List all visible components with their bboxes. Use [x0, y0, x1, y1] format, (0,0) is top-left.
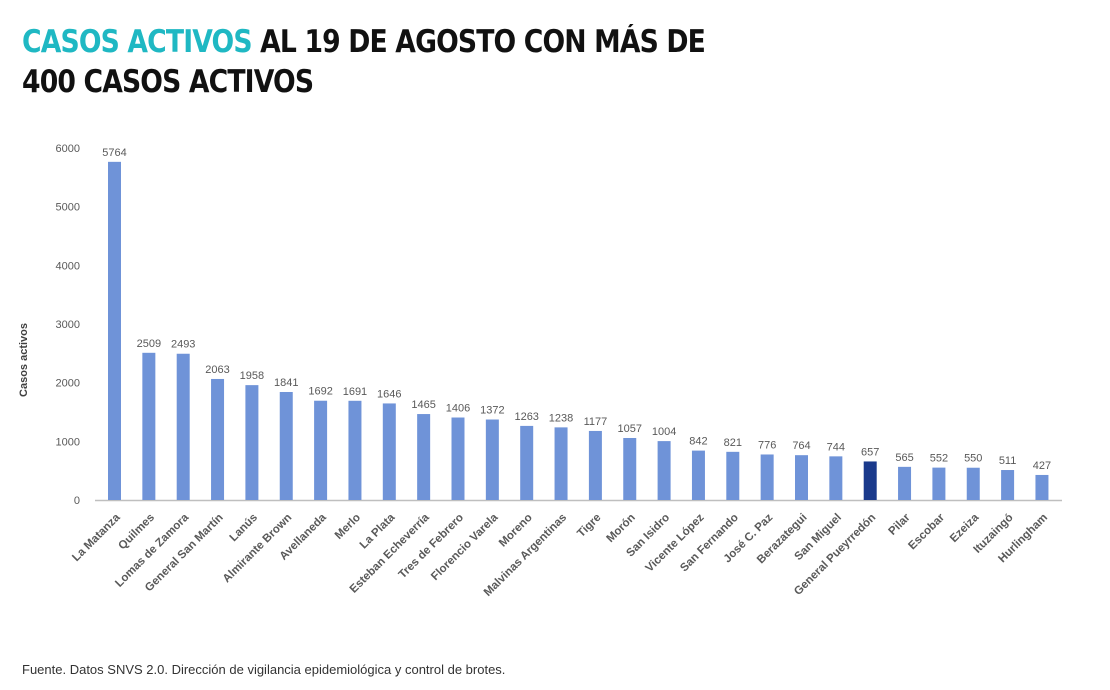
data-label: 1057 — [618, 423, 642, 435]
y-tick-label: 2000 — [56, 378, 80, 390]
data-label: 550 — [964, 453, 982, 465]
bar — [382, 403, 396, 500]
y-tick-label: 5000 — [56, 202, 80, 214]
value-labels: 5764 2509 2493 2063 1958 1841 1692 1691 1646 1465… — [102, 147, 1051, 472]
x-tick-label: Florencio Varela — [429, 511, 501, 583]
x-tick-label: Vicente López — [644, 511, 707, 574]
y-tick-label: 6000 — [56, 143, 80, 155]
x-tick-label: Tres de Febrero — [397, 512, 467, 582]
bar — [245, 385, 259, 500]
bar — [520, 425, 534, 500]
data-label: 2063 — [205, 364, 229, 376]
y-tick-label: 0 — [74, 495, 80, 507]
y-tick-label: 3000 — [56, 319, 80, 331]
bar — [211, 378, 225, 500]
bar — [657, 441, 671, 500]
data-label: 1372 — [480, 405, 504, 417]
data-label: 427 — [1033, 460, 1051, 472]
bar — [1001, 470, 1015, 500]
bar — [1035, 474, 1049, 500]
bar — [898, 466, 912, 500]
bar — [417, 414, 431, 500]
bar — [588, 430, 602, 500]
data-label: 1465 — [411, 399, 435, 411]
bar — [966, 467, 980, 500]
x-tick-label: Pilar — [887, 511, 913, 537]
x-tick-label: Lanús — [228, 512, 260, 544]
data-label: 5764 — [102, 147, 126, 159]
bar — [623, 437, 637, 500]
bar — [863, 461, 877, 500]
data-label: 1646 — [377, 388, 401, 400]
bar — [829, 456, 843, 500]
data-label: 1691 — [343, 386, 367, 398]
data-label: 821 — [724, 437, 742, 449]
data-label: 657 — [861, 446, 879, 458]
data-label: 776 — [758, 439, 776, 451]
bar — [932, 467, 946, 500]
bar — [691, 450, 705, 500]
bar — [485, 419, 499, 500]
page-title: CASOS ACTIVOS AL 19 DE AGOSTO CON MÁS DE… — [22, 22, 706, 102]
data-label: 1692 — [308, 386, 332, 398]
x-tick-label: Ezeiza — [948, 511, 982, 545]
title-rest: AL 19 DE AGOSTO CON MÁS DE — [260, 24, 706, 60]
data-label: 2493 — [171, 339, 195, 351]
x-tick-label: Merlo — [333, 512, 363, 542]
bar — [451, 417, 465, 500]
data-label: 2509 — [137, 338, 161, 350]
y-tick-label: 1000 — [56, 436, 80, 448]
bars — [108, 161, 1049, 500]
bar — [176, 353, 190, 500]
bar — [314, 400, 328, 500]
data-label: 565 — [895, 452, 913, 464]
bar — [554, 427, 568, 500]
title-line-2: 400 CASOS ACTIVOS — [22, 64, 314, 100]
bar — [108, 161, 121, 500]
title-accent: CASOS ACTIVOS — [22, 24, 253, 60]
data-label: 744 — [827, 441, 845, 453]
data-label: 1958 — [240, 370, 264, 382]
data-label: 1238 — [549, 412, 573, 424]
y-axis: 0 1000 2000 3000 4000 5000 6000 — [56, 143, 80, 507]
bar — [726, 451, 740, 500]
x-tick-label: Tigre — [575, 512, 603, 540]
x-tick-label: Morón — [605, 512, 638, 545]
x-tick-label: La Matanza — [70, 511, 123, 564]
source-note: Fuente. Datos SNVS 2.0. Dirección de vig… — [22, 662, 506, 677]
data-label: 1841 — [274, 377, 298, 389]
y-tick-label: 4000 — [56, 260, 80, 272]
title-line-1: CASOS ACTIVOS AL 19 DE AGOSTO CON MÁS DE — [22, 22, 706, 62]
data-label: 842 — [689, 436, 707, 448]
y-axis-label: Casos activos — [18, 323, 30, 397]
bar — [760, 454, 774, 500]
x-tick-label: Escobar — [906, 511, 947, 552]
bar — [142, 352, 156, 500]
data-label: 1406 — [446, 403, 470, 415]
bar — [795, 455, 808, 500]
bar — [279, 391, 293, 500]
data-label: 764 — [792, 440, 810, 452]
data-label: 552 — [930, 453, 948, 465]
bar — [348, 400, 362, 500]
data-label: 1177 — [584, 416, 608, 428]
data-label: 1004 — [652, 426, 676, 438]
data-label: 511 — [999, 455, 1017, 467]
data-label: 1263 — [514, 411, 538, 423]
